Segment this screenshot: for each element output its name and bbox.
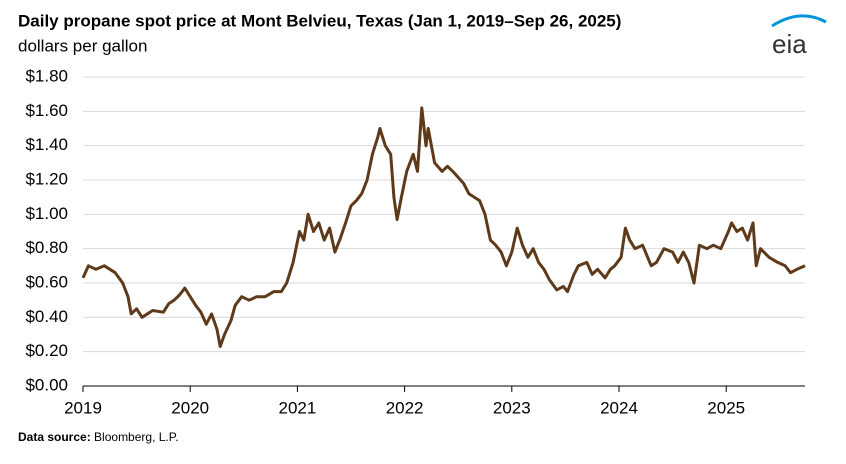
x-tick-label: 2020	[171, 398, 209, 417]
x-tick-label: 2022	[386, 398, 424, 417]
logo-swoosh	[771, 14, 827, 28]
y-tick-label: $0.60	[25, 272, 68, 291]
x-tick-label: 2024	[600, 398, 638, 417]
chart-title: Daily propane spot price at Mont Belvieu…	[18, 11, 621, 30]
y-tick-label: $1.60	[25, 101, 68, 120]
y-tick-label: $0.40	[25, 307, 68, 326]
y-tick-label: $0.00	[25, 375, 68, 394]
logo: eia	[772, 29, 807, 59]
y-tick-label: $1.40	[25, 135, 68, 154]
y-tick-label: $1.00	[25, 204, 68, 223]
x-tick-label: 2025	[707, 398, 745, 417]
source: Bloomberg, L.P.	[94, 430, 179, 444]
x-tick-label: 2021	[278, 398, 316, 417]
y-tick-label: $0.80	[25, 238, 68, 257]
y-tick-label: $1.20	[25, 169, 68, 188]
price-line	[81, 106, 806, 348]
y-tick-label: $1.80	[25, 66, 68, 85]
y-tick-label: $0.20	[25, 341, 68, 360]
x-tick-label: 2023	[493, 398, 531, 417]
source-label: Data source:	[18, 430, 91, 444]
x-tick-label: 2019	[64, 398, 102, 417]
chart-subtitle: dollars per gallon	[18, 36, 147, 55]
source-note: Data source: Bloomberg, L.P.	[18, 430, 179, 444]
